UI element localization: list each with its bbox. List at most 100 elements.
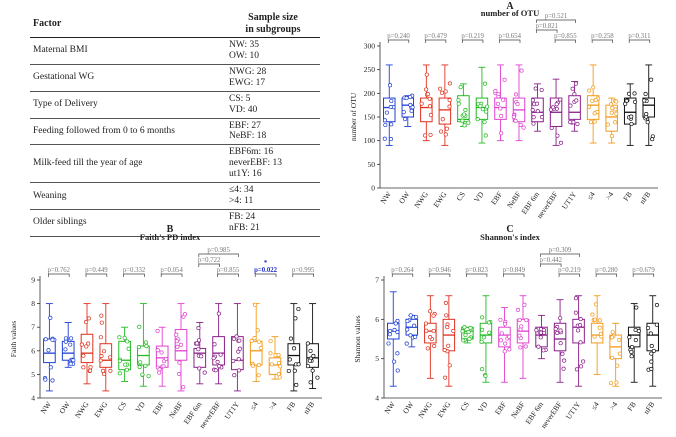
box-13 bbox=[627, 303, 641, 383]
data-point bbox=[137, 324, 142, 329]
data-point bbox=[68, 342, 73, 347]
data-point bbox=[613, 107, 618, 112]
data-point bbox=[460, 329, 465, 334]
box-8 bbox=[530, 83, 545, 132]
table-sample-cell: EBF: 27 NeBF: 18 bbox=[226, 118, 320, 146]
data-point bbox=[447, 98, 452, 103]
p-value-label: p=0.219 bbox=[461, 33, 484, 40]
table-sample-value: FB: 24 bbox=[229, 211, 256, 222]
data-point bbox=[613, 120, 618, 125]
p-value-label: p=0.855 bbox=[554, 33, 577, 40]
data-point bbox=[431, 313, 436, 318]
category-label: UT1Y bbox=[223, 400, 242, 421]
data-point bbox=[531, 121, 536, 126]
category-label: FB bbox=[625, 400, 638, 413]
data-point bbox=[554, 102, 559, 107]
data-point bbox=[517, 333, 522, 338]
category-label: NW bbox=[378, 189, 393, 205]
data-point bbox=[389, 122, 394, 127]
data-point bbox=[654, 322, 659, 327]
data-point bbox=[578, 323, 583, 328]
data-point bbox=[199, 354, 204, 359]
data-point bbox=[598, 331, 603, 336]
data-point bbox=[463, 107, 468, 112]
data-point bbox=[99, 354, 104, 359]
box-9 bbox=[553, 299, 567, 383]
data-point bbox=[231, 358, 236, 363]
data-point bbox=[480, 107, 485, 112]
data-point bbox=[485, 104, 490, 109]
category-label: FB bbox=[621, 190, 634, 203]
p-value-label: p=0.264 bbox=[391, 267, 414, 274]
data-point bbox=[202, 370, 207, 375]
box-10 bbox=[572, 295, 586, 387]
data-point bbox=[445, 325, 450, 330]
data-point bbox=[539, 87, 544, 93]
box-1 bbox=[401, 93, 415, 127]
data-point bbox=[609, 335, 615, 340]
data-point bbox=[462, 112, 467, 117]
box-4 bbox=[456, 83, 471, 128]
data-point bbox=[642, 98, 647, 103]
data-point bbox=[523, 344, 528, 349]
p-bracket bbox=[160, 273, 183, 277]
data-point bbox=[408, 102, 413, 107]
data-point bbox=[617, 337, 622, 343]
data-point bbox=[558, 316, 563, 321]
data-point bbox=[194, 341, 199, 346]
data-point bbox=[501, 97, 506, 102]
data-point bbox=[383, 122, 388, 128]
data-point bbox=[310, 368, 315, 373]
data-point bbox=[403, 117, 408, 122]
y-tick-label: 7 bbox=[31, 323, 35, 332]
data-point bbox=[292, 368, 297, 373]
data-point bbox=[507, 347, 512, 352]
data-point bbox=[617, 351, 622, 356]
box-5 bbox=[136, 303, 151, 387]
data-point bbox=[291, 346, 297, 351]
data-point bbox=[636, 328, 641, 333]
data-point bbox=[286, 368, 291, 374]
data-point bbox=[468, 325, 473, 331]
y-tick-label: 0 bbox=[371, 184, 375, 193]
data-point bbox=[592, 119, 597, 124]
data-point bbox=[593, 97, 598, 103]
data-point bbox=[519, 324, 524, 329]
data-point bbox=[553, 326, 558, 331]
data-point bbox=[117, 358, 122, 363]
data-point bbox=[443, 375, 448, 380]
data-point bbox=[610, 355, 615, 360]
p-value-label: p=0.985 bbox=[207, 247, 230, 254]
category-label: nFB bbox=[638, 190, 653, 206]
data-point bbox=[562, 358, 567, 363]
table-sample-value: CS: 5 bbox=[229, 93, 251, 104]
data-point bbox=[486, 320, 492, 325]
data-point bbox=[413, 334, 418, 340]
data-point bbox=[382, 118, 388, 123]
data-point bbox=[102, 372, 107, 377]
box-iqr bbox=[535, 326, 548, 348]
box-iqr bbox=[383, 97, 396, 123]
data-point bbox=[522, 302, 527, 307]
p-bracket bbox=[217, 273, 239, 277]
p-value-label: p=0.309 bbox=[549, 247, 572, 254]
data-point bbox=[308, 380, 313, 385]
data-point bbox=[478, 104, 483, 109]
data-point bbox=[633, 338, 638, 343]
chart-title: number of OTU bbox=[481, 8, 539, 18]
data-point bbox=[549, 125, 554, 131]
p-bracket bbox=[466, 273, 488, 277]
data-point bbox=[502, 349, 507, 354]
data-point bbox=[308, 348, 313, 353]
data-point bbox=[538, 335, 543, 340]
box-11 bbox=[590, 295, 604, 375]
table-factor-cell: Maternal BMI bbox=[30, 37, 226, 65]
category-label: nFB bbox=[301, 400, 316, 416]
box-9 bbox=[211, 303, 225, 385]
p-bracket bbox=[123, 273, 145, 277]
p-bracket bbox=[254, 273, 277, 277]
data-point bbox=[174, 332, 179, 337]
p-value-label: p=0.762 bbox=[48, 267, 71, 274]
data-point bbox=[517, 317, 522, 323]
